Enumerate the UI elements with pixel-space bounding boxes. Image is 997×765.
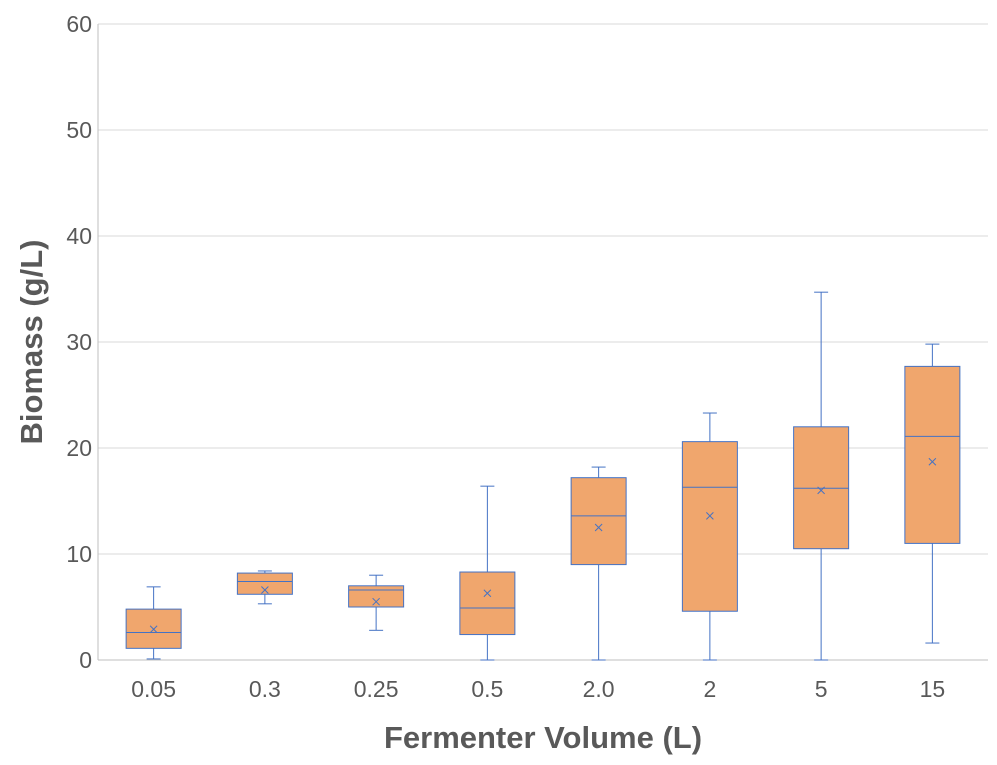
- box-15: [904, 343, 961, 644]
- mean-marker-stroke: [149, 625, 158, 634]
- box-iqr: [348, 585, 405, 608]
- box-0.05: [125, 586, 182, 660]
- y-tick-label: 10: [66, 541, 92, 567]
- x-tick-label: 0.25: [354, 676, 399, 702]
- tick-labels: 0 10 20 30 40 50 60 0.05 0.3 0.25 0.5 2.0 2 5 15: [66, 11, 945, 702]
- gridlines: [98, 23, 988, 555]
- box-5: [793, 291, 850, 661]
- x-tick-label: 0.5: [471, 676, 503, 702]
- box-iqr: [570, 477, 627, 566]
- mean-marker: [261, 586, 269, 594]
- x-tick-label: 2.0: [583, 676, 615, 702]
- x-axis-title: Fermenter Volume (L): [384, 720, 702, 755]
- y-tick-label: 20: [66, 435, 92, 461]
- mean-marker-stroke: [706, 511, 714, 520]
- y-tick-label: 30: [66, 329, 92, 355]
- x-tick-label: 15: [920, 676, 946, 702]
- mean-marker-stroke: [483, 589, 492, 598]
- mean-marker: [483, 589, 492, 598]
- box-series: [125, 291, 961, 661]
- mean-marker: [928, 457, 937, 466]
- y-axis-title: Biomass (g/L): [14, 240, 49, 445]
- y-tick-label: 40: [66, 223, 92, 249]
- mean-marker-stroke: [594, 523, 603, 532]
- mean-marker: [372, 597, 380, 606]
- box-0.3: [236, 570, 293, 605]
- box-0.25: [348, 574, 405, 631]
- x-tick-label: 0.3: [249, 676, 281, 702]
- box-0.5: [459, 485, 516, 661]
- box-iqr: [793, 426, 850, 550]
- mean-marker-stroke: [372, 597, 380, 606]
- mean-marker-stroke: [928, 457, 937, 466]
- box-iqr: [236, 572, 293, 595]
- box-iqr: [904, 365, 961, 544]
- mean-marker-stroke: [817, 486, 825, 495]
- y-tick-label: 60: [66, 11, 92, 37]
- x-tick-label: 0.05: [131, 676, 176, 702]
- y-tick-label: 0: [79, 647, 92, 673]
- box-2: [681, 412, 738, 661]
- mean-marker: [706, 511, 714, 520]
- x-tick-label: 2: [703, 676, 716, 702]
- axes: [97, 24, 988, 661]
- mean-marker: [149, 625, 158, 634]
- y-tick-label: 50: [66, 117, 92, 143]
- x-tick-label: 5: [815, 676, 828, 702]
- mean-marker: [594, 523, 603, 532]
- box-2.0: [570, 466, 627, 661]
- mean-marker-stroke: [261, 586, 269, 594]
- mean-marker: [817, 486, 825, 495]
- box-iqr: [459, 571, 516, 636]
- box-iqr: [681, 441, 738, 612]
